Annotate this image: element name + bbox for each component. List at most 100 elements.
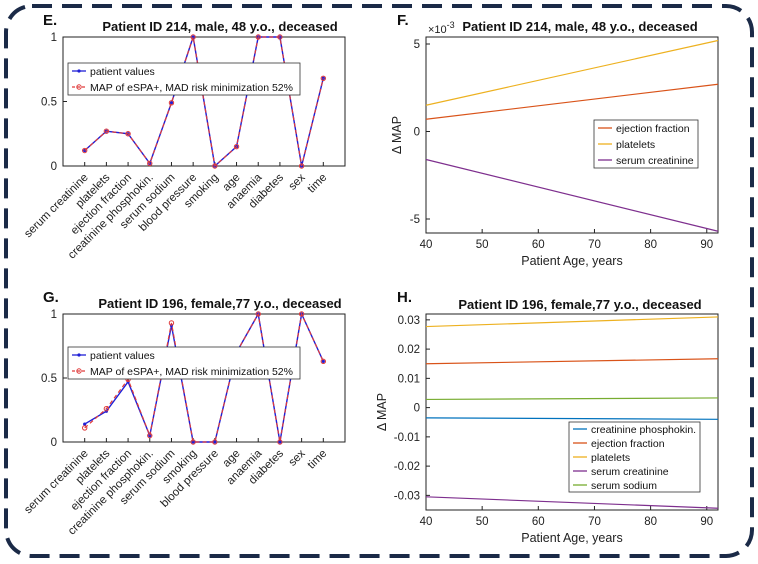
y-tick-label: 0.03 bbox=[398, 315, 420, 327]
y-tick-label: -0.01 bbox=[394, 432, 420, 444]
legend-entry: patient values bbox=[90, 350, 155, 362]
chart-panel-1: E. Patient ID 214, male, 48 y.o., decease… bbox=[22, 12, 346, 262]
data-point bbox=[147, 160, 153, 167]
y-tick-label: 0.5 bbox=[41, 97, 57, 109]
legend: ejection fraction platelets serum creatini… bbox=[593, 119, 699, 169]
chart-title: Patient ID 214, male, 48 y.o., deceased bbox=[462, 19, 697, 34]
data-point bbox=[212, 439, 218, 445]
data-point bbox=[83, 422, 87, 426]
legend-entry: serum creatinine bbox=[591, 466, 669, 478]
legend-entry: MAP of eSPA+, MAD risk minimization 52% bbox=[90, 366, 293, 378]
data-point bbox=[168, 100, 175, 106]
y-tick-label: -0.03 bbox=[394, 490, 420, 502]
legend-box bbox=[67, 62, 301, 96]
legend-entry: ejection fraction bbox=[591, 438, 665, 450]
series-line-3 bbox=[425, 316, 719, 328]
y-exponent: ×10-3 bbox=[428, 20, 455, 36]
x-tick-label: 80 bbox=[644, 239, 657, 251]
y-tick-label: 0.02 bbox=[398, 344, 420, 356]
x-tick-label: 60 bbox=[532, 516, 545, 528]
data-point bbox=[168, 320, 175, 326]
chart-panel-3: G. Patient ID 196, female,77 y.o., deceas… bbox=[22, 289, 346, 538]
legend-marker bbox=[77, 69, 81, 73]
y-tick-label: 1 bbox=[51, 309, 57, 321]
x-tick-label: time bbox=[306, 172, 330, 196]
data-point bbox=[298, 311, 305, 317]
x-tick-label: 50 bbox=[476, 516, 489, 528]
series-line-1 bbox=[425, 417, 719, 420]
y-tick-label: 0.5 bbox=[41, 373, 57, 385]
legend-entry: serum creatinine bbox=[616, 155, 694, 167]
legend-box bbox=[568, 421, 701, 493]
series-line-1 bbox=[84, 36, 324, 168]
series-line-2 bbox=[84, 311, 324, 443]
data-point bbox=[320, 75, 327, 81]
y-tick-label: 0 bbox=[51, 437, 57, 449]
legend-box bbox=[67, 346, 301, 380]
data-point bbox=[125, 131, 131, 137]
x-tick-label: 70 bbox=[588, 239, 601, 251]
y-tick-label: -0.02 bbox=[394, 461, 420, 473]
legend: creatinine phosphokin. ejection fraction p… bbox=[568, 421, 701, 493]
series-line-2 bbox=[425, 39, 719, 106]
legend-entry: MAP of eSPA+, MAD risk minimization 52% bbox=[90, 82, 293, 94]
data-point bbox=[147, 432, 153, 439]
legend-entry: creatinine phosphokin. bbox=[591, 424, 696, 436]
legend-entry: platelets bbox=[591, 452, 630, 464]
data-point bbox=[320, 358, 327, 365]
x-tick-label: 40 bbox=[420, 516, 433, 528]
x-tick-label: sex bbox=[287, 171, 308, 192]
series-line-5 bbox=[425, 397, 719, 401]
chart-panel-2: F. Patient ID 214, male, 48 y.o., decease… bbox=[390, 12, 719, 268]
data-point bbox=[148, 434, 152, 438]
data-point bbox=[277, 34, 283, 40]
y-exponent-base: ×10 bbox=[428, 24, 447, 36]
y-tick-label: 0.01 bbox=[398, 373, 420, 385]
data-point bbox=[191, 440, 195, 444]
x-tick-label: 90 bbox=[700, 239, 713, 251]
legend-marker bbox=[76, 84, 82, 90]
data-point bbox=[103, 406, 110, 412]
legend-marker bbox=[76, 368, 82, 374]
legend: patient values MAP of eSPA+, MAD risk min… bbox=[67, 62, 301, 96]
x-tick-label: time bbox=[306, 448, 330, 472]
y-tick-label: -5 bbox=[410, 214, 420, 226]
x-axis-label: Patient Age, years bbox=[521, 531, 622, 545]
x-tick-label: 90 bbox=[700, 516, 713, 528]
y-axis-label: Δ MAP bbox=[390, 116, 404, 154]
series-line-2 bbox=[425, 358, 719, 365]
x-tick-label: 40 bbox=[420, 239, 433, 251]
x-tick-label: 50 bbox=[476, 239, 489, 251]
y-axis-label: Δ MAP bbox=[375, 393, 389, 431]
data-point bbox=[103, 128, 110, 134]
y-tick-label: 1 bbox=[51, 32, 57, 44]
series-line-3 bbox=[425, 158, 719, 232]
data-point bbox=[81, 147, 88, 154]
panel-label: E. bbox=[43, 12, 57, 29]
data-point bbox=[213, 440, 217, 444]
chart-title: Patient ID 196, female,77 y.o., deceased bbox=[458, 297, 701, 312]
x-tick-label: 80 bbox=[644, 516, 657, 528]
legend-entry: patient values bbox=[90, 66, 155, 78]
y-exponent-power: -3 bbox=[447, 20, 455, 30]
panel-label: G. bbox=[43, 289, 59, 306]
legend: patient values MAP of eSPA+, MAD risk min… bbox=[67, 346, 301, 380]
y-tick-label: 0 bbox=[51, 161, 57, 173]
x-tick-label: sex bbox=[287, 447, 308, 468]
y-tick-label: 0 bbox=[414, 127, 420, 139]
panel-label: H. bbox=[397, 289, 412, 306]
data-point bbox=[278, 440, 282, 444]
data-point bbox=[321, 359, 325, 363]
data-point bbox=[190, 439, 196, 445]
data-point bbox=[277, 439, 283, 445]
data-point bbox=[255, 34, 261, 40]
series-line-4 bbox=[425, 496, 719, 509]
data-point bbox=[169, 101, 174, 105]
data-point bbox=[298, 163, 305, 169]
chart-title: Patient ID 196, female,77 y.o., deceased bbox=[98, 296, 341, 311]
x-tick-label: 70 bbox=[588, 516, 601, 528]
data-point bbox=[255, 311, 261, 317]
data-point bbox=[212, 163, 218, 169]
x-axis-label: Patient Age, years bbox=[521, 254, 622, 268]
